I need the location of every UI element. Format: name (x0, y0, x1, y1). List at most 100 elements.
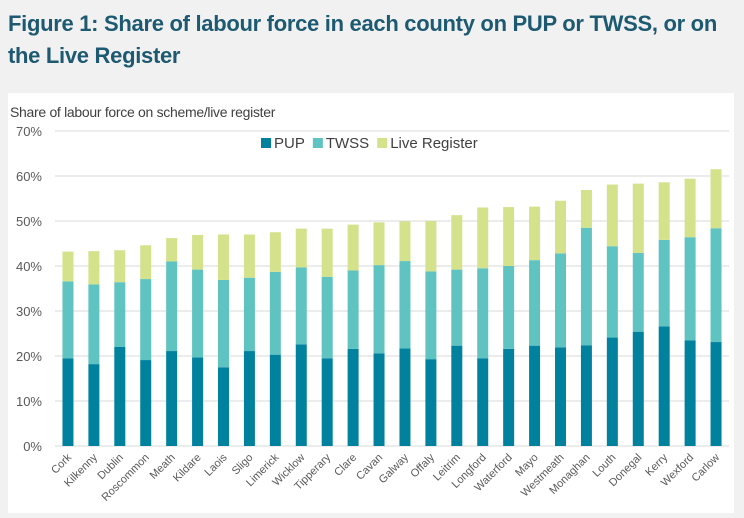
bar-twss-waterford (503, 266, 515, 349)
bar-twss-sligo (243, 277, 255, 352)
bar-twss-limerick (269, 271, 281, 355)
bar-live-register-cork (62, 251, 74, 282)
bar-live-register-kilkenny (88, 251, 100, 285)
legend-swatch (261, 138, 271, 148)
x-axis-categories: CorkKilkennyDublinRoscommonMeathKildareL… (49, 451, 722, 504)
bar-pup-wexford (684, 340, 696, 446)
bar-live-register-offaly (425, 221, 437, 272)
legend-label: Live Register (390, 135, 478, 152)
bar-live-register-laois (218, 234, 229, 280)
legend-swatch (312, 138, 323, 148)
bar-live-register-roscommon (140, 245, 152, 280)
x-category-label: Laois (203, 451, 230, 478)
bar-pup-limerick (269, 354, 281, 446)
bar-twss-cork (62, 281, 74, 359)
y-axis-label: Share of labour force on scheme/live reg… (10, 104, 276, 120)
bar-live-register-longford (477, 207, 489, 269)
x-category-label: Galway (377, 451, 412, 486)
bar-pup-waterford (503, 348, 515, 446)
bar-pup-tipperary (321, 358, 333, 446)
x-category-label: Carlow (689, 452, 722, 485)
bar-twss-donegal (632, 252, 644, 332)
bar-live-register-galway (399, 221, 411, 262)
bar-pup-mayo (529, 345, 541, 446)
bar-pup-louth (606, 337, 618, 446)
legend-item-pup: PUP (261, 135, 305, 152)
bar-pup-dublin (114, 347, 126, 446)
bar-pup-sligo (243, 351, 255, 446)
legend-swatch (377, 138, 388, 148)
legend-item-twss: TWSS (312, 135, 369, 152)
y-axis-ticks: 0% 10% 20% 30% 40% 50% 60% 70% (16, 124, 42, 454)
bar-twss-galway (399, 261, 411, 349)
bar-pup-longford (477, 358, 489, 446)
bar-live-register-donegal (632, 183, 644, 253)
bar-live-register-monaghan (580, 189, 592, 228)
bar-live-register-kildare (192, 234, 204, 270)
bar-live-register-wexford (684, 178, 696, 238)
bar-live-register-westmeath (555, 200, 566, 254)
bar-twss-wicklow (295, 267, 307, 345)
bar-pup-meath (166, 351, 178, 446)
y-tick-label: 60% (16, 169, 42, 184)
bar-pup-wicklow (295, 344, 307, 446)
bar-live-register-carlow (710, 169, 722, 229)
bar-live-register-sligo (243, 234, 255, 278)
bar-pup-kilkenny (88, 364, 100, 446)
bar-pup-westmeath (555, 347, 566, 446)
bar-live-register-cavan (373, 222, 385, 266)
bar-live-register-leitrim (451, 215, 463, 270)
bar-live-register-clare (347, 224, 359, 271)
bar-twss-mayo (529, 260, 541, 346)
bar-twss-cavan (373, 265, 385, 354)
bar-twss-roscommon (140, 279, 152, 361)
legend-label: PUP (274, 135, 305, 152)
bar-live-register-dublin (114, 250, 126, 283)
bar-twss-clare (347, 270, 359, 349)
bar-live-register-kerry (658, 182, 670, 240)
y-tick-label: 10% (16, 394, 42, 409)
bar-live-register-mayo (529, 206, 541, 261)
legend-item-live-register: Live Register (377, 135, 478, 152)
bar-live-register-tipperary (321, 228, 333, 277)
bar-pup-cavan (373, 353, 385, 446)
bar-live-register-louth (606, 184, 618, 247)
x-category-label: Kildare (171, 452, 204, 485)
y-tick-label: 30% (16, 304, 42, 319)
legend: PUP TWSS Live Register (261, 135, 478, 152)
bar-twss-longford (477, 268, 489, 359)
bar-twss-monaghan (580, 227, 592, 346)
bar-pup-roscommon (140, 360, 152, 446)
bar-live-register-limerick (269, 232, 281, 272)
bar-live-register-wicklow (295, 228, 307, 268)
bar-twss-kildare (192, 269, 204, 358)
bar-twss-kerry (658, 239, 670, 327)
bar-pup-kerry (658, 326, 670, 446)
y-tick-label: 50% (16, 214, 42, 229)
legend-label: TWSS (326, 135, 369, 152)
bar-pup-monaghan (580, 345, 592, 446)
bar-twss-meath (166, 261, 178, 352)
bar-pup-laois (218, 367, 229, 446)
bar-twss-tipperary (321, 276, 333, 359)
bar-pup-clare (347, 348, 359, 446)
bar-pup-kildare (192, 357, 204, 446)
bar-pup-carlow (710, 342, 722, 446)
bar-pup-donegal (632, 331, 644, 446)
bar-live-register-meath (166, 238, 178, 262)
bar-pup-galway (399, 348, 411, 446)
bar-twss-laois (218, 279, 229, 368)
gridlines (55, 130, 729, 447)
bar-pup-offaly (425, 359, 437, 446)
y-tick-label: 0% (23, 439, 42, 454)
y-tick-label: 20% (16, 349, 42, 364)
bar-twss-westmeath (555, 253, 566, 348)
bar-live-register-waterford (503, 207, 515, 266)
bar-twss-dublin (114, 282, 126, 347)
bar-twss-louth (606, 246, 618, 338)
bar-twss-leitrim (451, 269, 463, 346)
figure-title: Figure 1: Share of labour force in each … (8, 11, 717, 68)
bar-pup-leitrim (451, 345, 463, 446)
bars (62, 169, 722, 446)
